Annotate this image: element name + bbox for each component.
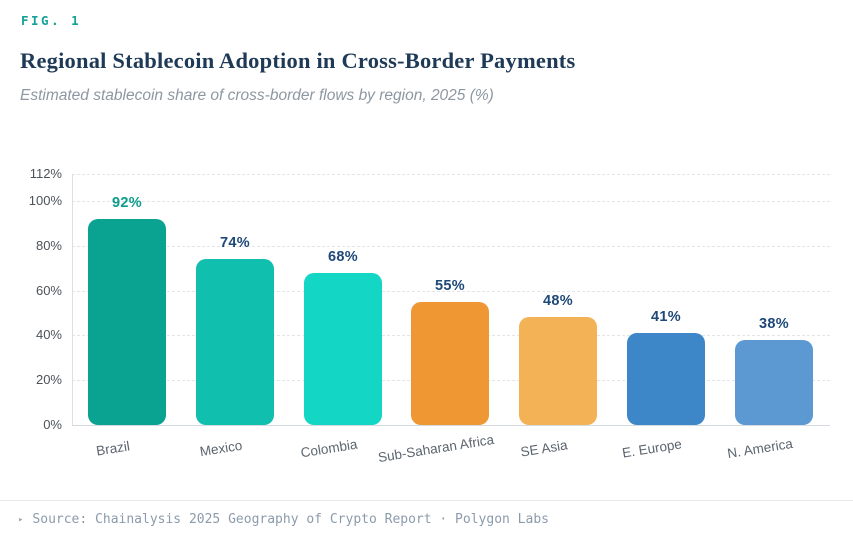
bar-mexico (196, 259, 274, 425)
bar-value-label: 48% (543, 293, 573, 310)
figure-label: FIG. 1 (21, 13, 82, 28)
bar-sub-saharan-africa (411, 301, 489, 425)
y-tick-label: 20% (35, 372, 62, 388)
figure-subtitle: Estimated stablecoin share of cross-bord… (20, 87, 494, 104)
bar-value-label: 92% (112, 194, 142, 211)
bar-se-asia (519, 317, 597, 425)
gridline-80 (72, 245, 830, 247)
y-tick-label: 0% (43, 417, 62, 432)
y-axis-line (72, 174, 73, 425)
bar-colombia (304, 272, 382, 425)
gridline-112 (72, 174, 830, 175)
gridline-100 (72, 200, 830, 202)
bar-value-label: 55% (435, 277, 465, 294)
bar-value-label: 74% (220, 235, 250, 252)
bar-value-label: 38% (759, 315, 789, 332)
gridline-60 (72, 290, 830, 292)
figure-title: Regional Stablecoin Adoption in Cross-Bo… (20, 48, 576, 73)
y-tick-label: 112% (29, 166, 62, 181)
source-marker-icon: ▸ (18, 514, 24, 525)
y-tick-label: 60% (35, 282, 62, 298)
y-tick-label: 80% (35, 237, 62, 253)
bar-brazil (88, 218, 166, 425)
footer-divider (0, 500, 853, 501)
x-axis-baseline (72, 425, 830, 426)
bar-n-america (735, 339, 813, 425)
y-tick-label: 40% (35, 327, 62, 343)
bar-value-label: 68% (328, 248, 358, 265)
source-line: ▸ Source: Chainalysis 2025 Geography of … (18, 512, 549, 527)
bar-chart: 0% 20% 40% 60% 80% 100% 112% 92% Brazil 74% Mexico… (28, 166, 830, 465)
bar-e-europe (627, 333, 705, 425)
bar-value-label: 41% (651, 309, 681, 326)
source-text: Source: Chainalysis 2025 Geography of Cr… (32, 512, 549, 527)
y-tick-label: 100% (28, 192, 62, 208)
